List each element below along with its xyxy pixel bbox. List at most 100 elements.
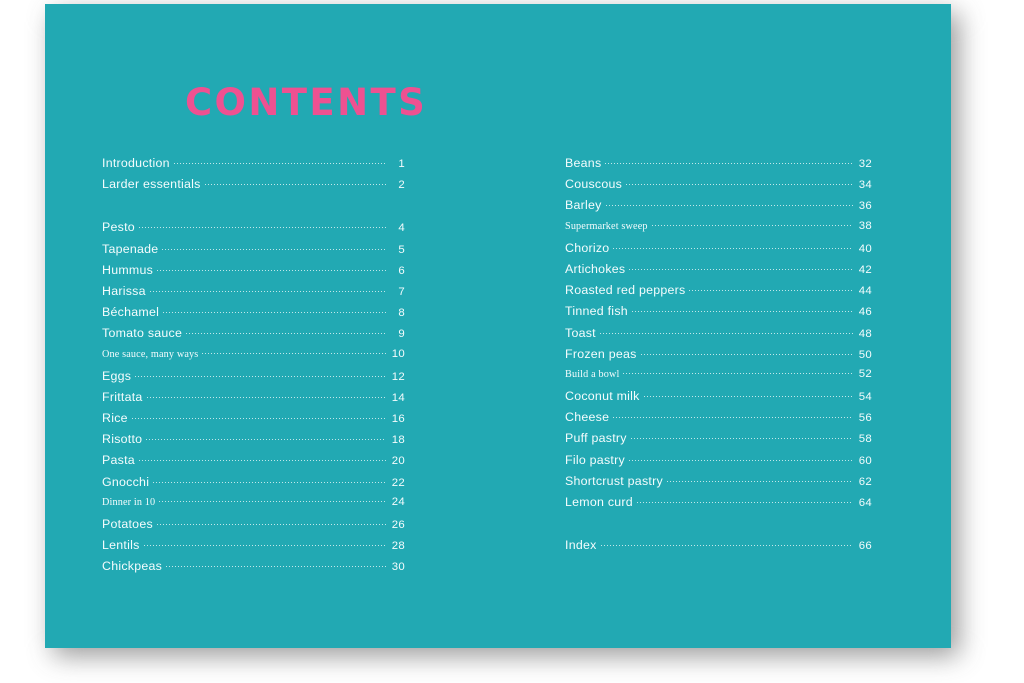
toc-leader-dots xyxy=(666,480,853,482)
toc-entry-label: One sauce, many ways xyxy=(102,348,199,360)
toc-entry[interactable]: Build a bowl 52 xyxy=(565,368,872,389)
toc-entry-label: Rice xyxy=(102,411,128,426)
toc-leader-dots xyxy=(636,502,853,503)
toc-entry-page-number: 58 xyxy=(858,433,872,446)
toc-entry[interactable]: Tinned fish 46 xyxy=(565,304,872,325)
toc-entry[interactable]: Tapenade 5 xyxy=(102,242,405,263)
toc-entry[interactable]: Filo pastry 60 xyxy=(565,453,872,474)
toc-entry-label: Beans xyxy=(565,156,602,170)
toc-entry-label: Barley xyxy=(565,198,602,213)
toc-entry-page-number: 38 xyxy=(858,219,872,232)
toc-entry[interactable]: One sauce, many ways 10 xyxy=(102,348,405,369)
toc-entry-label: Hummus xyxy=(102,262,154,277)
toc-entry-page-number: 46 xyxy=(858,306,872,319)
toc-entry[interactable]: Frittata 14 xyxy=(102,390,405,411)
toc-entry[interactable]: Beans 32 xyxy=(565,156,872,177)
toc-entry[interactable]: Couscous 34 xyxy=(565,177,872,198)
toc-entry-page-number: 12 xyxy=(391,370,405,383)
toc-entry-page-number: 32 xyxy=(858,158,872,170)
toc-entry[interactable]: Artichokes 42 xyxy=(565,262,872,283)
toc-entry[interactable]: Tomato sauce 9 xyxy=(102,326,405,347)
toc-entry-page-number: 24 xyxy=(391,495,405,508)
toc-leader-dots xyxy=(643,396,853,398)
toc-entry[interactable]: Cheese 56 xyxy=(565,410,872,431)
page-title: CONTENTS xyxy=(185,81,428,124)
toc-entry[interactable]: Larder essentials 2 xyxy=(102,177,405,198)
toc-entry[interactable]: Lemon curd 64 xyxy=(565,495,872,516)
toc-leader-dots xyxy=(630,438,853,440)
toc-entry-label: Shortcrust pastry xyxy=(565,473,663,488)
toc-entry-label: Dinner in 10 xyxy=(102,496,156,508)
toc-entry[interactable]: Toast 48 xyxy=(565,326,872,347)
toc-entry-page-number: 30 xyxy=(391,561,405,574)
toc-leader-dots xyxy=(138,227,386,229)
toc-entry-page-number: 26 xyxy=(391,519,405,531)
toc-leader-dots xyxy=(157,269,386,271)
toc-entry-page-number: 7 xyxy=(398,285,405,298)
toc-entry-page-number: 64 xyxy=(858,497,872,509)
toc-entry-page-number: 40 xyxy=(858,242,872,255)
toc-leader-dots xyxy=(613,417,853,419)
toc-entry[interactable]: Puff pastry 58 xyxy=(565,431,872,452)
toc-leader-dots xyxy=(146,439,386,441)
toc-entry[interactable]: Supermarket sweep 38 xyxy=(565,220,872,241)
toc-leader-dots xyxy=(599,332,853,334)
toc-entry[interactable]: Béchamel 8 xyxy=(102,305,405,326)
toc-entry-page-number: 20 xyxy=(391,455,405,468)
toc-entry-page-number: 22 xyxy=(391,476,405,489)
toc-leader-dots xyxy=(149,290,386,292)
toc-entry-page-number: 1 xyxy=(398,158,405,170)
toc-entry[interactable]: Index 66 xyxy=(565,538,872,559)
toc-entry-page-number: 48 xyxy=(858,327,872,340)
toc-leader-dots xyxy=(629,268,853,270)
toc-column-right: Beans 32 Couscous 34 Barley 36 Supermarket swe… xyxy=(565,156,872,559)
toc-entry[interactable]: Coconut milk 54 xyxy=(565,389,872,410)
toc-entry-label: Potatoes xyxy=(102,517,153,531)
toc-entry[interactable]: Harissa 7 xyxy=(102,284,405,305)
toc-entry-label: Tinned fish xyxy=(565,304,628,319)
toc-entry[interactable]: Roasted red peppers 44 xyxy=(565,283,872,304)
toc-entry[interactable]: Risotto 18 xyxy=(102,432,405,453)
toc-entry[interactable]: Introduction 1 xyxy=(102,156,405,177)
toc-leader-dots xyxy=(163,312,386,314)
toc-entry[interactable]: Barley 36 xyxy=(565,198,872,219)
toc-entry-label: Lemon curd xyxy=(565,495,633,509)
toc-entry-page-number: 8 xyxy=(398,307,405,320)
toc-entry[interactable]: Potatoes 26 xyxy=(102,517,405,538)
toc-entry[interactable]: Pesto 4 xyxy=(102,220,405,241)
toc-entry[interactable]: Frozen peas 50 xyxy=(565,347,872,368)
toc-entry-page-number: 50 xyxy=(858,348,872,361)
toc-leader-dots xyxy=(605,205,853,207)
toc-entry-label: Introduction xyxy=(102,156,170,170)
toc-leader-dots xyxy=(600,545,853,547)
toc-entry-label: Gnocchi xyxy=(102,474,150,489)
toc-entry-label: Chickpeas xyxy=(102,559,163,574)
toc-leader-dots xyxy=(640,353,853,355)
toc-entry[interactable]: Lentils 28 xyxy=(102,538,405,559)
toc-entry[interactable]: Rice 16 xyxy=(102,411,405,432)
toc-entry[interactable]: Shortcrust pastry 62 xyxy=(565,474,872,495)
toc-entry[interactable]: Eggs 12 xyxy=(102,369,405,390)
toc-entry-label: Eggs xyxy=(102,368,132,383)
toc-entry-page-number: 10 xyxy=(391,347,405,360)
toc-entry[interactable]: Chickpeas 30 xyxy=(102,559,405,580)
toc-entry[interactable]: Chorizo 40 xyxy=(565,241,872,262)
toc-leader-dots xyxy=(143,545,386,547)
toc-entry[interactable]: Pasta 20 xyxy=(102,453,405,474)
toc-entry[interactable]: Dinner in 10 24 xyxy=(102,496,405,517)
toc-leader-dots xyxy=(131,418,386,420)
toc-entry-page-number: 62 xyxy=(858,475,872,488)
toc-entry-page-number: 44 xyxy=(858,285,872,298)
toc-entry-page-number: 42 xyxy=(858,263,872,276)
toc-entry-label: Cheese xyxy=(565,410,610,425)
toc-entry-label: Tapenade xyxy=(102,241,159,256)
toc-entry-page-number: 60 xyxy=(858,454,872,467)
toc-entry[interactable]: Gnocchi 22 xyxy=(102,475,405,496)
toc-entry-page-number: 5 xyxy=(398,243,405,256)
toc-entry[interactable]: Hummus 6 xyxy=(102,263,405,284)
toc-entry-label: Couscous xyxy=(565,177,623,192)
toc-leader-dots xyxy=(626,184,853,186)
toc-leader-dots xyxy=(204,184,386,186)
toc-entry-page-number: 56 xyxy=(858,412,872,425)
toc-column-left: Introduction 1 Larder essentials 2 Pesto 4 Tap… xyxy=(102,156,405,581)
